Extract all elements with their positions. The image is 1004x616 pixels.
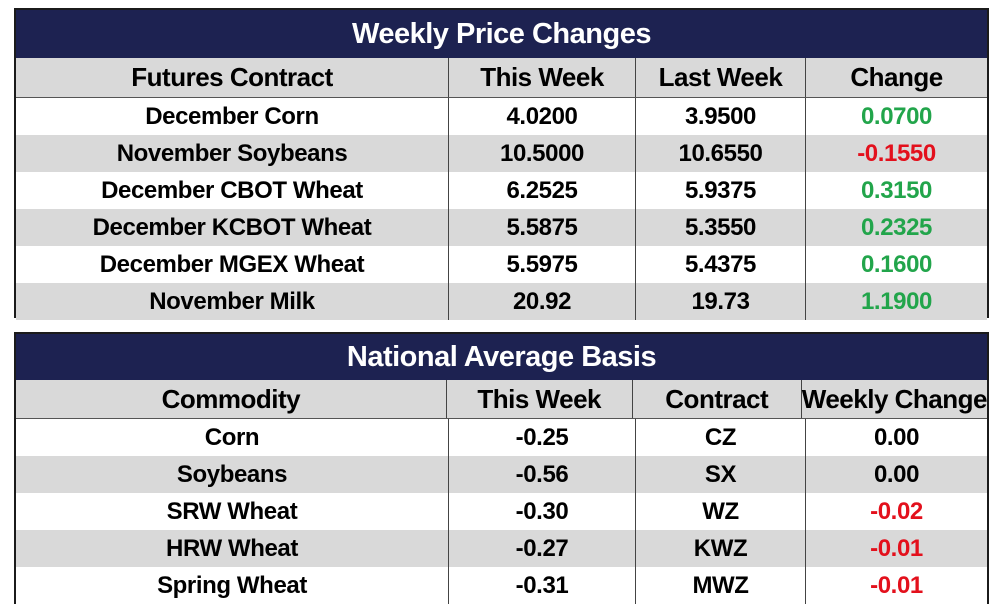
commodity-name: HRW Wheat [166,534,298,562]
this-week-value: 6.2525 [448,172,635,209]
weekly-price-changes-table: Weekly Price Changes Futures Contract Th… [14,8,989,320]
change-value: -0.1550 [805,135,987,172]
this-week-value: -0.31 [448,567,635,604]
this-week-value: 4.0200 [448,98,635,135]
header-this-week: This Week [445,380,632,418]
contract-name: November Milk [149,287,315,315]
table-row: November Soybeans 10.5000 10.6550 -0.155… [16,135,987,172]
change-value: 1.1900 [805,283,987,320]
last-week-value: 3.9500 [635,98,805,135]
weekly-change-value: -0.01 [805,567,987,604]
table-row: HRW Wheat -0.27 KWZ -0.01 [16,530,987,567]
this-week-value: 5.5975 [448,246,635,283]
price-table-title: Weekly Price Changes [16,10,987,58]
this-week-value: 5.5875 [448,209,635,246]
last-week-value: 19.73 [635,283,805,320]
table-row: Soybeans -0.56 SX 0.00 [16,456,987,493]
change-value: 0.3150 [805,172,987,209]
table-row: Spring Wheat -0.31 MWZ -0.01 [16,567,987,604]
commodity-name: Soybeans [176,460,288,488]
weekly-change-value: -0.02 [805,493,987,530]
contract-code: SX [635,456,805,493]
last-week-value: 5.3550 [635,209,805,246]
this-week-value: 20.92 [448,283,635,320]
contract-name: December MGEX Wheat [99,250,365,278]
header-contract: Contract [631,380,801,418]
contract-name: December CBOT Wheat [101,176,363,204]
this-week-value: -0.56 [448,456,635,493]
table-row: December CBOT Wheat 6.2525 5.9375 0.3150 [16,172,987,209]
table-row: November Milk 20.92 19.73 1.1900 [16,283,987,320]
last-week-value: 10.6550 [635,135,805,172]
weekly-change-value: -0.01 [805,530,987,567]
this-week-value: 10.5000 [448,135,635,172]
table-row: SRW Wheat -0.30 WZ -0.02 [16,493,987,530]
table-row: December KCBOT Wheat 5.5875 5.3550 0.232… [16,209,987,246]
basis-table-title: National Average Basis [16,334,987,380]
header-this-week: This Week [448,58,635,97]
this-week-value: -0.30 [448,493,635,530]
commodity-name: Spring Wheat [157,571,307,599]
change-value: 0.0700 [805,98,987,135]
contract-name: December Corn [145,102,319,130]
header-commodity: Commodity [161,383,301,414]
table-row: December Corn 4.0200 3.9500 0.0700 [16,98,987,135]
table-row: Corn -0.25 CZ 0.00 [16,419,987,456]
contract-code: KWZ [635,530,805,567]
table-row: December MGEX Wheat 5.5975 5.4375 0.1600 [16,246,987,283]
change-value: 0.1600 [805,246,987,283]
change-value: 0.2325 [805,209,987,246]
contract-code: CZ [635,419,805,456]
this-week-value: -0.25 [448,419,635,456]
header-futures-contract: Futures Contract [131,62,333,92]
weekly-change-value: 0.00 [805,456,987,493]
commodity-name: SRW Wheat [166,497,298,525]
header-weekly-change: Weekly Change [800,380,987,418]
last-week-value: 5.4375 [635,246,805,283]
commodity-name: Corn [204,423,260,451]
weekly-change-value: 0.00 [805,419,987,456]
price-table-header-row: Futures Contract This Week Last Week Cha… [16,58,987,98]
header-last-week: Last Week [635,58,805,97]
contract-code: MWZ [635,567,805,604]
basis-table-header-row: Commodity This Week Contract Weekly Chan… [16,380,987,419]
this-week-value: -0.27 [448,530,635,567]
contract-name: November Soybeans [116,139,348,167]
contract-name: December KCBOT Wheat [92,213,372,241]
header-change: Change [805,58,987,97]
contract-code: WZ [635,493,805,530]
national-average-basis-table: National Average Basis Commodity This We… [14,332,989,604]
last-week-value: 5.9375 [635,172,805,209]
